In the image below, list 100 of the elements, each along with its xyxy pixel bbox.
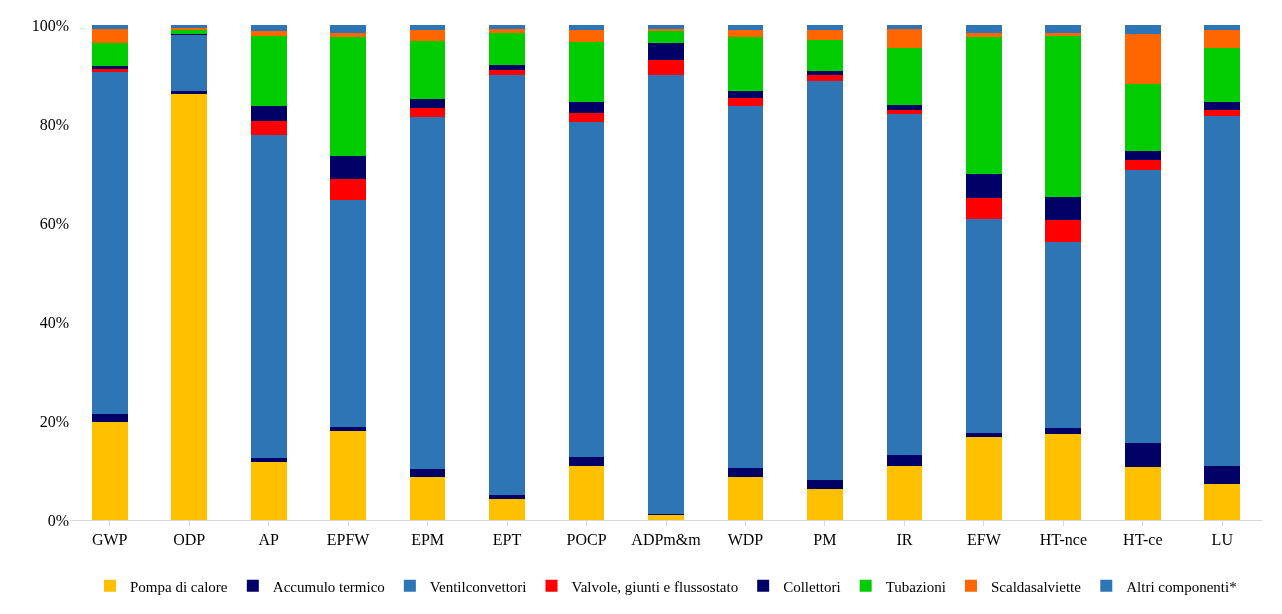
bar [250, 134, 287, 459]
bar [489, 65, 525, 70]
x-tick-label: ADPm&m [631, 531, 702, 549]
bar [886, 466, 923, 520]
bar [91, 25, 128, 29]
bar [250, 25, 287, 32]
bar [409, 99, 446, 109]
bar [568, 102, 605, 113]
bar [568, 466, 605, 520]
bar [1204, 25, 1241, 31]
legend-label: Scaldasalviette [990, 578, 1082, 595]
bar [886, 29, 923, 49]
bar [1124, 25, 1161, 34]
bar [1124, 160, 1161, 170]
bar [489, 28, 525, 34]
bar [330, 33, 367, 38]
bar [91, 42, 128, 67]
legend-label: Altri componenti* [1126, 578, 1237, 595]
x-tick-label: HT-nce [1039, 531, 1088, 549]
bar [91, 71, 128, 414]
bar [648, 75, 684, 515]
bar [1045, 196, 1082, 221]
bar [1124, 442, 1161, 468]
bar [727, 29, 764, 37]
bar [648, 30, 684, 43]
bar [409, 41, 446, 100]
bar [250, 35, 287, 106]
bar [727, 468, 764, 477]
bar [807, 488, 843, 520]
bar [91, 413, 128, 422]
x-tick-label: EPM [411, 531, 445, 549]
bar [1124, 84, 1161, 152]
bar [886, 104, 923, 110]
bar [1124, 33, 1161, 85]
x-tick-label: EFW [966, 531, 1002, 549]
bar [965, 219, 1002, 433]
bar [965, 37, 1002, 175]
bar [807, 74, 843, 81]
legend-label: Collettori [783, 578, 841, 595]
x-tick-label: HT-ce [1123, 531, 1163, 549]
bar [330, 178, 367, 201]
bar [1204, 109, 1241, 117]
bar [568, 112, 605, 123]
bar [250, 121, 287, 135]
bar [1045, 433, 1082, 520]
legend-label: Ventilconvettori [429, 578, 527, 595]
bar [807, 29, 843, 41]
legend-label: Valvole, giunti e flussostato [571, 578, 739, 595]
bar [1045, 241, 1082, 429]
bar [250, 458, 287, 463]
bar [409, 116, 446, 470]
bar [1124, 467, 1161, 520]
bar [171, 93, 208, 520]
bar [1204, 102, 1241, 110]
bar [489, 494, 525, 499]
bar [727, 98, 764, 106]
bar [727, 476, 764, 520]
y-tick-label: 80% [39, 115, 69, 133]
bar [1045, 220, 1082, 242]
bar [965, 33, 1002, 38]
bar [1204, 116, 1241, 467]
x-tick-label: WDP [727, 531, 764, 549]
bar [330, 430, 367, 520]
y-tick-label: 40% [39, 313, 69, 331]
bar [807, 480, 843, 489]
bar [965, 436, 1002, 520]
x-tick-label: POCP [566, 531, 607, 549]
y-tick-label: 20% [39, 412, 69, 430]
bar [409, 476, 446, 520]
bar [1124, 151, 1161, 161]
bar [489, 75, 525, 495]
bar [171, 34, 208, 92]
bar [1045, 428, 1082, 434]
bar [727, 36, 764, 91]
bar [727, 25, 764, 30]
bar [727, 105, 764, 469]
bar [1204, 466, 1241, 484]
bar [1204, 483, 1241, 520]
bar [568, 25, 605, 31]
bar [807, 70, 843, 75]
y-tick-label: 60% [39, 214, 69, 232]
x-tick-label: ODP [173, 531, 206, 549]
bar [250, 462, 287, 520]
bar [965, 432, 1002, 437]
bar [330, 426, 367, 431]
bar [965, 197, 1002, 220]
bar [648, 514, 684, 520]
legend-label: Accumulo termico [272, 578, 385, 595]
x-tick-label: EPFW [326, 531, 371, 549]
bar [250, 31, 287, 36]
bar [727, 90, 764, 99]
bar [489, 498, 525, 520]
bar [409, 30, 446, 42]
bar [648, 60, 684, 76]
bar [330, 156, 367, 179]
bar [409, 25, 446, 31]
x-tick-label: AP [258, 531, 279, 549]
bar [1045, 36, 1082, 197]
bar [648, 42, 684, 61]
x-tick-label: EPT [492, 531, 522, 549]
